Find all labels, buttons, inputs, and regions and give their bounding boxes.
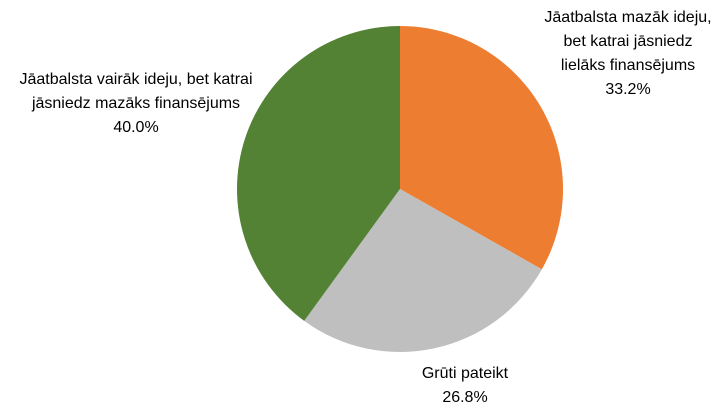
value-label: 26.8% — [442, 389, 488, 405]
pie-slice — [400, 26, 563, 270]
category-label: Jāatbalsta mazāk ideju, bet katrai jāsni… — [544, 9, 712, 74]
value-label: 40.0% — [113, 119, 159, 136]
pie-slice — [236, 26, 400, 321]
slice-label: Jāatbalsta vairāk ideju, bet katrai jāsn… — [11, 68, 261, 140]
category-label: Jāatbalsta vairāk ideju, bet katrai jāsn… — [19, 71, 253, 112]
pie-slice — [304, 189, 542, 353]
slice-label: Jāatbalsta mazāk ideju, bet katrai jāsni… — [540, 6, 716, 102]
value-label: 33.2% — [605, 81, 651, 98]
category-label: Grūti pateikt — [421, 365, 509, 382]
slice-label: Grūti pateikt 26.8% — [390, 362, 540, 405]
